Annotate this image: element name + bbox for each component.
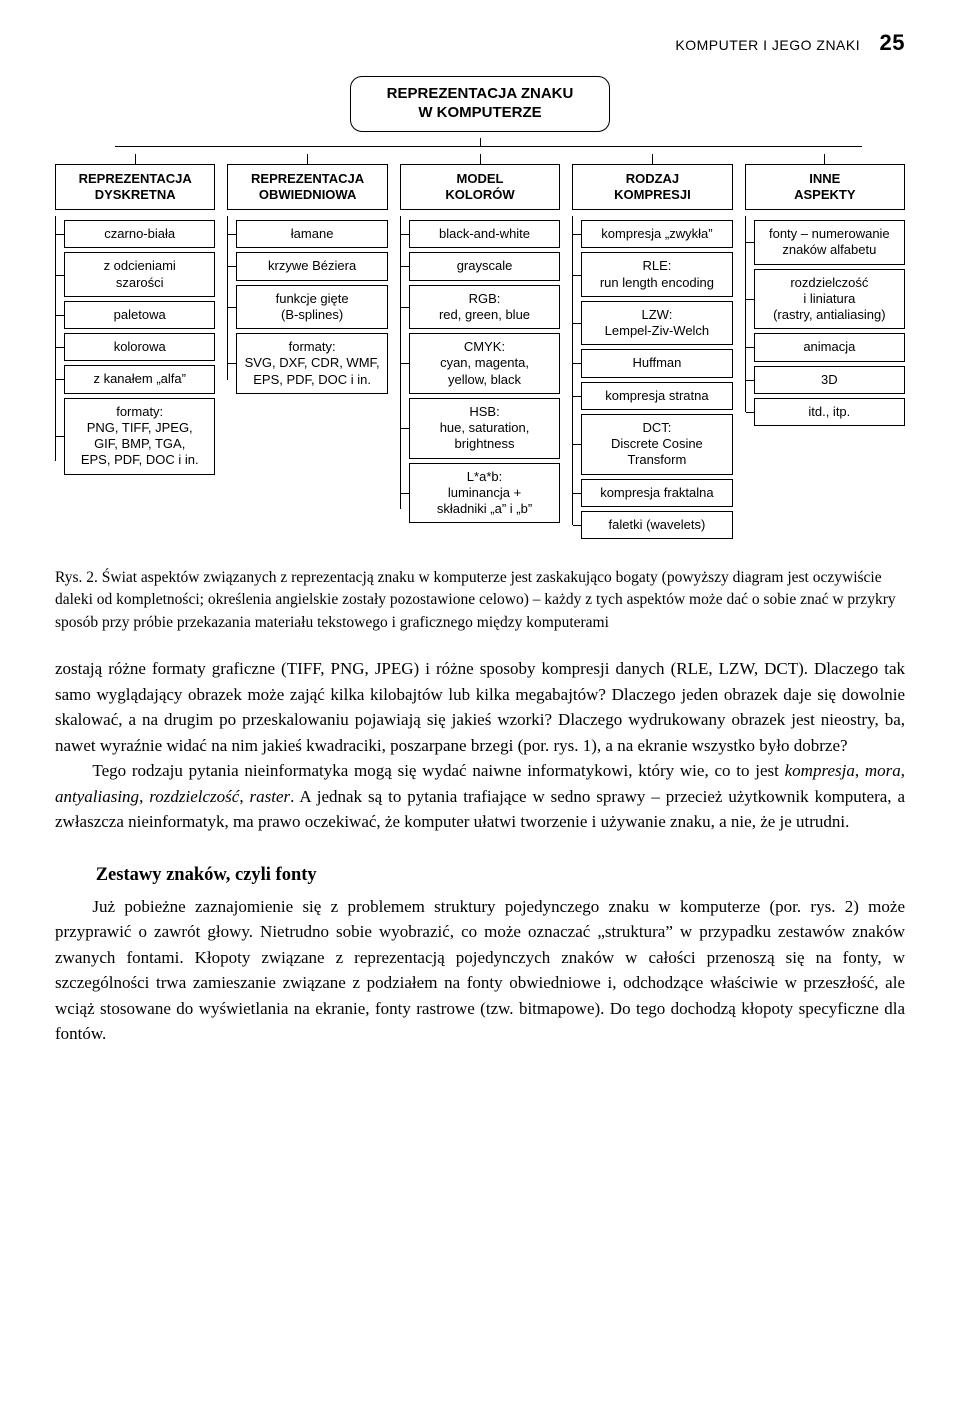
diagram-cell: 3D bbox=[754, 366, 905, 394]
diagram-cell: L*a*b:luminancja +składniki „a” i „b” bbox=[409, 463, 560, 524]
page-number: 25 bbox=[880, 30, 905, 55]
diagram-cell: RGB:red, green, blue bbox=[409, 285, 560, 330]
diagram-cell: CMYK:cyan, magenta,yellow, black bbox=[409, 333, 560, 394]
diagram-cell: Huffman bbox=[581, 349, 732, 377]
diagram-column: RODZAJKOMPRESJI kompresja „zwykła” RLE:run… bbox=[572, 154, 732, 544]
paragraph-1: zostają różne formaty graficzne (TIFF, P… bbox=[55, 656, 905, 758]
diagram-cell: kompresja fraktalna bbox=[581, 479, 732, 507]
diagram-root: REPREZENTACJA ZNAKUW KOMPUTERZE bbox=[350, 76, 610, 132]
diagram-connector bbox=[65, 140, 895, 154]
diagram-cell: paletowa bbox=[64, 301, 215, 329]
diagram-cell: DCT:Discrete CosineTransform bbox=[581, 414, 732, 475]
diagram-column: REPREZENTACJADYSKRETNA czarno-biała z odci… bbox=[55, 154, 215, 479]
diagram-column-head: MODELKOLORÓW bbox=[400, 164, 560, 211]
diagram-cell: fonty – numerowanieznaków alfabetu bbox=[754, 220, 905, 265]
diagram-cell: łamane bbox=[236, 220, 387, 248]
diagram-cell: z odcieniamiszarości bbox=[64, 252, 215, 297]
diagram-cell: kolorowa bbox=[64, 333, 215, 361]
diagram-cell: formaty:SVG, DXF, CDR, WMF,EPS, PDF, DOC… bbox=[236, 333, 387, 394]
diagram-cell: itd., itp. bbox=[754, 398, 905, 426]
diagram-cell: faletki (wavelets) bbox=[581, 511, 732, 539]
diagram-column-head: RODZAJKOMPRESJI bbox=[572, 164, 732, 211]
diagram-column-head: REPREZENTACJADYSKRETNA bbox=[55, 164, 215, 211]
diagram-cell: formaty:PNG, TIFF, JPEG,GIF, BMP, TGA,EP… bbox=[64, 398, 215, 475]
diagram-cell: kompresja stratna bbox=[581, 382, 732, 410]
diagram-column: REPREZENTACJAOBWIEDNIOWA łamane krzywe Béz… bbox=[227, 154, 387, 398]
diagram-cell: krzywe Béziera bbox=[236, 252, 387, 280]
diagram-cell: black-and-white bbox=[409, 220, 560, 248]
diagram-cell: animacja bbox=[754, 333, 905, 361]
section-heading: Zestawy znaków, czyli fonty bbox=[96, 865, 905, 886]
diagram-cell: funkcje gięte(B-splines) bbox=[236, 285, 387, 330]
paragraph-3: Już pobieżne zaznajomienie się z problem… bbox=[55, 894, 905, 1047]
diagram-cell: LZW:Lempel-Ziv-Welch bbox=[581, 301, 732, 346]
diagram-cell: czarno-biała bbox=[64, 220, 215, 248]
diagram-cell: RLE:run length encoding bbox=[581, 252, 732, 297]
diagram-tree: fonty – numerowanieznaków alfabeturozdzi… bbox=[745, 216, 905, 430]
diagram: REPREZENTACJA ZNAKUW KOMPUTERZE REPREZEN… bbox=[55, 76, 905, 543]
diagram-column: INNEASPEKTY fonty – numerowanieznaków alf… bbox=[745, 154, 905, 431]
diagram-column-head: INNEASPEKTY bbox=[745, 164, 905, 211]
diagram-tree: czarno-biała z odcieniamiszarości paletowa… bbox=[55, 216, 215, 479]
diagram-column-head: REPREZENTACJAOBWIEDNIOWA bbox=[227, 164, 387, 211]
diagram-cell: rozdzielczośći liniatura(rastry, antiali… bbox=[754, 269, 905, 330]
diagram-cell: grayscale bbox=[409, 252, 560, 280]
body-text: zostają różne formaty graficzne (TIFF, P… bbox=[55, 656, 905, 1047]
diagram-column: MODELKOLORÓW black-and-white grayscale RGB:… bbox=[400, 154, 560, 528]
diagram-tree: łamane krzywe Béziera funkcje gięte(B-spli… bbox=[227, 216, 387, 398]
running-title: KOMPUTER I JEGO ZNAKI bbox=[675, 37, 860, 53]
diagram-cell: HSB:hue, saturation,brightness bbox=[409, 398, 560, 459]
diagram-cell: kompresja „zwykła” bbox=[581, 220, 732, 248]
diagram-tree: kompresja „zwykła” RLE:run length encodin… bbox=[572, 216, 732, 543]
figure-caption: Rys. 2. Świat aspektów związanych z repr… bbox=[55, 567, 905, 634]
running-header: KOMPUTER I JEGO ZNAKI 25 bbox=[55, 30, 905, 56]
paragraph-2: Tego rodzaju pytania nieinformatyka mogą… bbox=[55, 758, 905, 835]
diagram-cell: z kanałem „alfa” bbox=[64, 365, 215, 393]
diagram-tree: black-and-white grayscale RGB:red, green, … bbox=[400, 216, 560, 527]
